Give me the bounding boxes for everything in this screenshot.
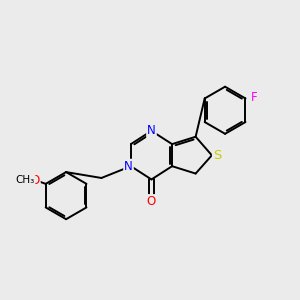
Text: O: O [147, 195, 156, 208]
Text: N: N [124, 160, 133, 173]
Text: F: F [250, 92, 257, 104]
Text: N: N [147, 124, 156, 137]
Text: CH₃: CH₃ [15, 175, 34, 185]
Text: O: O [31, 173, 40, 187]
Text: S: S [213, 149, 221, 162]
